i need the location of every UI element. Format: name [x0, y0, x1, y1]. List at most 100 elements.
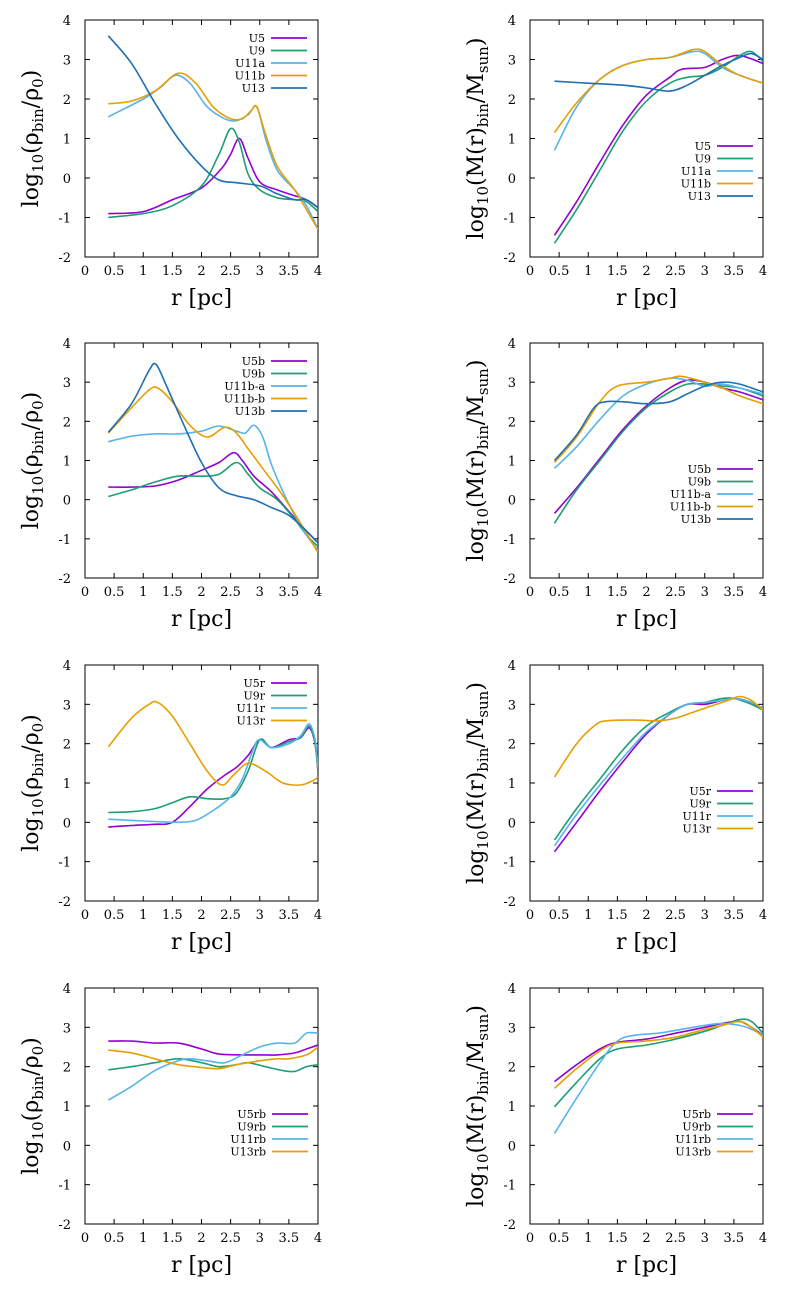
x-tick-label: 3.5 — [724, 908, 745, 923]
y-axis-label-part: log — [19, 173, 44, 207]
x-tick-label: 1 — [584, 585, 592, 600]
series-line-U9b — [553, 382, 763, 524]
y-tick-label: -1 — [58, 1179, 71, 1194]
y-tick-label: 0 — [63, 816, 71, 831]
plot-frame — [84, 342, 319, 579]
plot-frame — [84, 987, 319, 1225]
legend-label: U11b-a — [224, 380, 265, 393]
legend-label: U9 — [249, 45, 265, 58]
x-tick-label: 0 — [526, 1231, 534, 1246]
y-axis-label-part: /ρ — [19, 88, 44, 108]
legend-label: U11r — [682, 810, 711, 823]
x-tick-label: 1 — [139, 1231, 147, 1246]
y-tick-label: 2 — [63, 93, 71, 108]
y-axis-label-subscript: bin — [29, 752, 47, 776]
y-axis-label: log10(M(r)bin/Msun) — [464, 360, 492, 562]
y-axis-label-subscript: sun — [474, 1013, 492, 1040]
y-tick-label: 0 — [508, 816, 516, 831]
y-tick-label: 4 — [508, 659, 516, 674]
legend-label: U11a — [681, 165, 711, 178]
y-axis-label-subscript: bin — [474, 1070, 492, 1094]
y-tick-label: 3 — [508, 698, 516, 713]
y-tick-label: 0 — [508, 1139, 516, 1154]
y-tick-label: -2 — [58, 572, 71, 587]
series-line-U13r — [107, 700, 318, 786]
series-line-U9 — [553, 50, 763, 244]
series-line-U5b — [553, 379, 763, 514]
legend-label: U11r — [236, 702, 265, 715]
x-tick-label: 3 — [701, 585, 709, 600]
y-axis-label-subscript: 10 — [29, 798, 47, 817]
y-tick-label: -2 — [58, 1218, 71, 1233]
x-tick-label: 0 — [81, 908, 89, 923]
x-tick-label: 1.5 — [607, 1231, 628, 1246]
legend-label: U5b — [242, 355, 265, 368]
x-axis-label: r [pc] — [171, 607, 232, 632]
series-group — [553, 695, 763, 853]
x-tick-label: 4 — [759, 264, 767, 279]
series-line-U9r — [553, 697, 763, 841]
series-line-U5 — [553, 54, 763, 236]
y-tick-label: 3 — [508, 1021, 516, 1036]
legend-label: U13b — [235, 405, 265, 418]
x-axis-label: r [pc] — [616, 1253, 677, 1278]
x-tick-label: 1.5 — [607, 585, 628, 600]
y-axis-label-part: log — [19, 495, 44, 529]
x-tick-label: 0.5 — [549, 1231, 570, 1246]
y-tick-label: 2 — [508, 415, 516, 430]
x-tick-label: 0 — [81, 1231, 89, 1246]
y-tick-label: -1 — [58, 856, 71, 871]
legend-label: U13 — [688, 190, 711, 203]
series-line-U5rb — [108, 1040, 318, 1056]
y-axis-label-subscript: 0 — [29, 400, 47, 410]
y-axis-label-part: (M(r) — [464, 449, 489, 508]
y-axis-label-subscript: 10 — [29, 476, 47, 495]
x-tick-label: 1.5 — [607, 908, 628, 923]
y-axis-label-part: /ρ — [19, 1055, 44, 1075]
series-line-U9rb — [553, 1018, 763, 1108]
legend-label: U11b-b — [224, 393, 265, 406]
y-tick-label: 1 — [63, 777, 71, 792]
x-tick-label: 2.5 — [665, 1231, 686, 1246]
x-tick-label: 2 — [642, 908, 650, 923]
x-tick-label: 2 — [197, 585, 205, 600]
y-tick-label: 4 — [508, 14, 516, 29]
series-group — [553, 375, 763, 524]
y-axis-label-part: ) — [464, 38, 489, 47]
x-axis-label: r [pc] — [171, 286, 232, 311]
y-axis-label-subscript: bin — [474, 103, 492, 127]
y-axis-label-subscript: 0 — [29, 1046, 47, 1056]
y-axis-label-part: ) — [464, 682, 489, 691]
x-tick-label: 2.5 — [220, 908, 241, 923]
series-line-U11r — [553, 697, 763, 847]
y-tick-label: -2 — [503, 1218, 516, 1233]
y-axis-label: log10(M(r)bin/Msun) — [464, 38, 492, 240]
x-tick-label: 2.5 — [665, 908, 686, 923]
y-tick-label: 3 — [508, 376, 516, 391]
x-tick-label: 1 — [139, 908, 147, 923]
y-axis-label-part: ) — [19, 70, 44, 79]
x-tick-label: 0.5 — [549, 908, 570, 923]
x-tick-label: 1.5 — [607, 264, 628, 279]
legend-label: U5 — [695, 140, 711, 153]
y-tick-label: -2 — [503, 572, 516, 587]
y-axis-label: log10(M(r)bin/Msun) — [464, 1005, 492, 1207]
series-group — [107, 362, 318, 553]
x-tick-label: 1 — [584, 1231, 592, 1246]
series-line-U9rb — [108, 1058, 318, 1073]
x-tick-label: 4 — [314, 585, 322, 600]
x-tick-label: 1.5 — [162, 264, 183, 279]
series-line-U11b-b — [107, 386, 318, 553]
y-tick-label: 0 — [508, 172, 516, 187]
y-axis-label-part: /ρ — [19, 732, 44, 752]
x-axis-label: r [pc] — [616, 930, 677, 955]
y-axis-label-part: /M — [464, 1041, 489, 1071]
x-tick-label: 0.5 — [104, 585, 125, 600]
y-axis-label-part: ) — [19, 1037, 44, 1046]
y-axis-label: log10(ρbin/ρ0) — [19, 70, 47, 208]
x-tick-label: 3.5 — [279, 1231, 300, 1246]
y-tick-label: 2 — [508, 738, 516, 753]
